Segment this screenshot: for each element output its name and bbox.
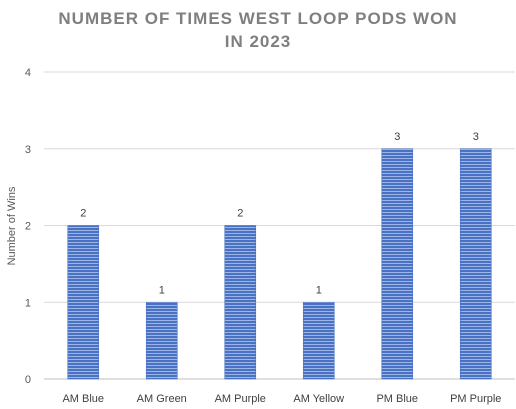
data-label: 1 (316, 284, 322, 296)
x-category-label: PM Purple (450, 393, 501, 405)
y-axis-title: Number of Wins (6, 186, 18, 265)
bars (67, 148, 492, 380)
gridlines (44, 71, 515, 380)
x-category-label: AM Blue (62, 393, 104, 405)
bar (67, 225, 100, 380)
y-tick-label: 4 (25, 67, 31, 79)
chart-title-line-2: IN 2023 (225, 32, 292, 51)
chart-title-line-1: NUMBER OF TIMES WEST LOOP PODS WON (58, 9, 457, 28)
y-tick-label: 0 (25, 374, 31, 386)
bar (302, 301, 335, 380)
bar (381, 148, 414, 380)
bar (459, 148, 492, 380)
x-axis-category-labels: AM Blue AM Green AM Purple AM Yellow PM Blue… (62, 393, 501, 405)
y-tick-label: 3 (25, 144, 31, 156)
y-axis-tick-labels: 0 1 2 3 4 (25, 67, 31, 386)
y-tick-label: 1 (25, 297, 31, 309)
x-category-label: PM Blue (376, 393, 418, 405)
x-category-label: AM Purple (215, 393, 266, 405)
data-labels: 2 1 2 1 3 3 (80, 131, 479, 297)
bar (145, 301, 178, 380)
bar (224, 225, 257, 380)
data-label: 3 (473, 131, 479, 143)
data-label: 2 (237, 208, 243, 220)
x-category-label: AM Yellow (293, 393, 344, 405)
x-category-label: AM Green (137, 393, 187, 405)
data-label: 1 (159, 284, 165, 296)
data-label: 3 (394, 131, 400, 143)
data-label: 2 (80, 208, 86, 220)
y-tick-label: 2 (25, 221, 31, 233)
